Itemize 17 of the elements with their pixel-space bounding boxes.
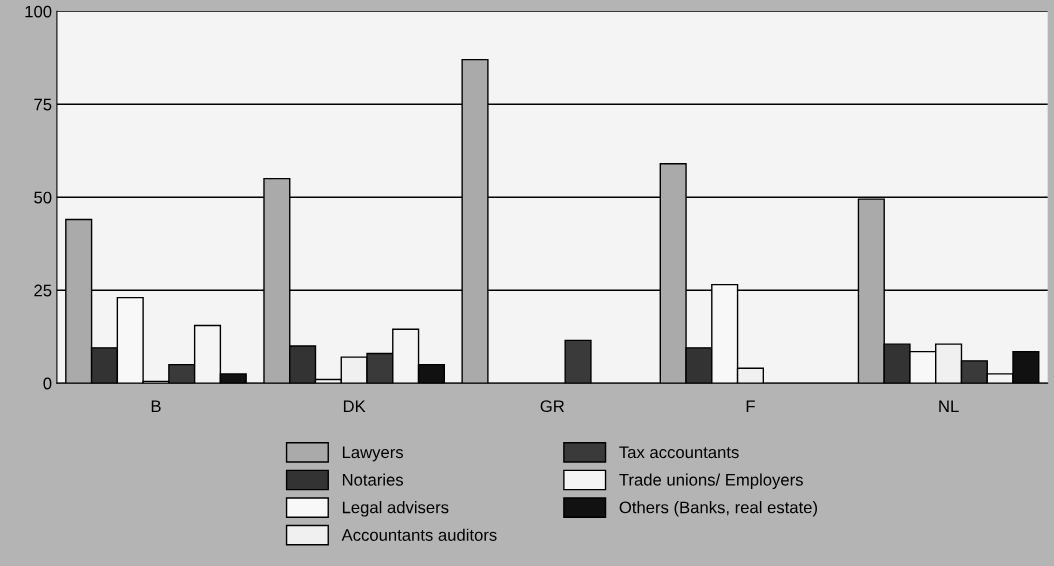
legend-label: Notaries [342, 473, 404, 486]
legend-label: Accountants auditors [341, 528, 497, 541]
y-tick-label: 25 [34, 284, 52, 297]
y-tick-label: 100 [25, 5, 52, 18]
x-tick-label: B [151, 400, 161, 412]
x-tick-label: DK [343, 400, 366, 412]
legend-label: Legal advisers [342, 501, 449, 517]
legend-label: Others (Banks, real estate) [619, 501, 817, 517]
legend-label: Trade unions/ Employers [619, 473, 803, 490]
legend-label: Tax accountants [619, 446, 739, 459]
y-tick-label: 75 [34, 98, 52, 111]
x-tick-label: F [746, 400, 755, 412]
x-tick-label: GR [540, 400, 565, 413]
x-tick-label: NL [939, 400, 959, 412]
legend-label: Lawyers [342, 446, 404, 462]
y-tick-label: 50 [34, 191, 52, 204]
y-tick-label: 0 [43, 377, 52, 390]
